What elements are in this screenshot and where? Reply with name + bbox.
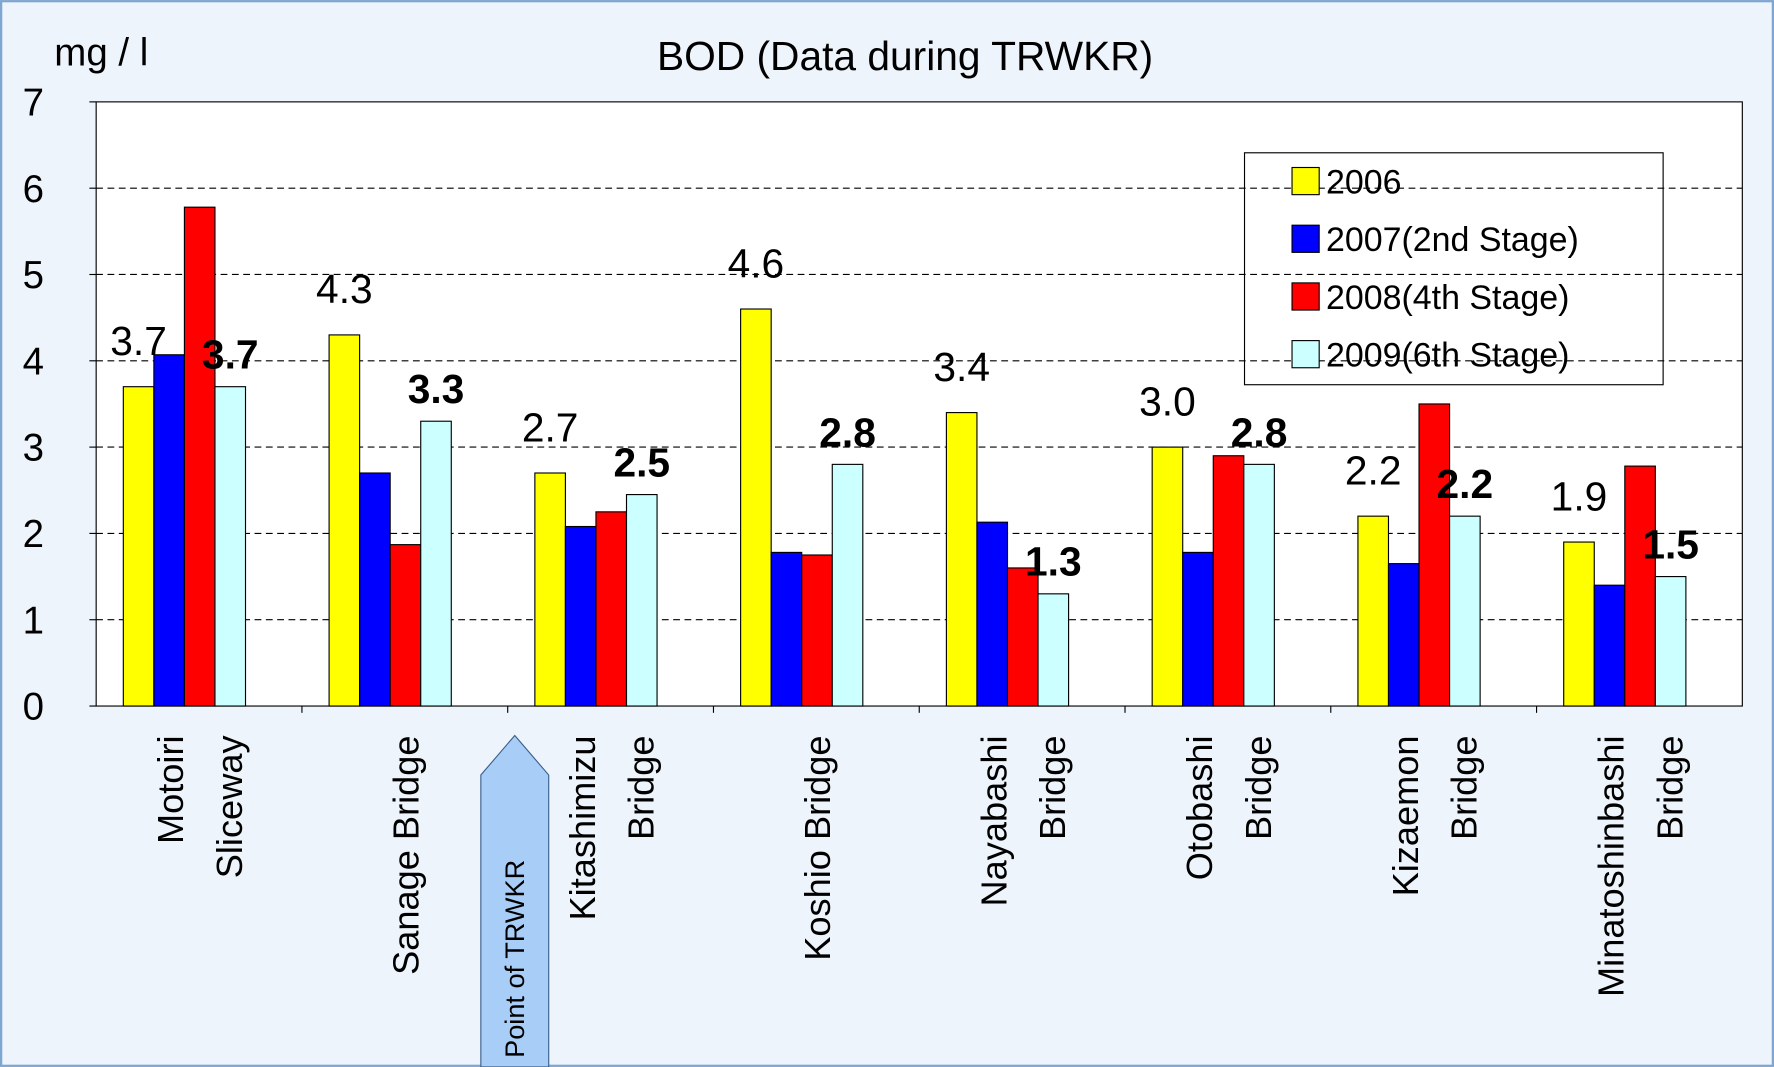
x-tick-label: Bridge xyxy=(1032,735,1073,840)
bar xyxy=(1212,455,1245,707)
x-tick-label: Kitashimizu xyxy=(562,735,603,920)
x-tick-label: Sanage Bridge xyxy=(385,735,426,974)
bar xyxy=(976,521,1009,707)
bar xyxy=(1151,446,1184,707)
data-label: 2.8 xyxy=(1231,409,1288,455)
legend-swatch xyxy=(1291,166,1320,196)
bar xyxy=(1593,584,1626,707)
data-label: 3.3 xyxy=(408,366,465,412)
annotation-arrow xyxy=(480,734,550,1067)
bar xyxy=(1006,567,1039,707)
bar xyxy=(122,386,155,707)
legend-label: 2006 xyxy=(1326,164,1402,202)
bar xyxy=(1418,403,1451,707)
bar xyxy=(1243,463,1275,707)
x-tick-label: Motoiri xyxy=(150,735,191,844)
bar xyxy=(564,525,597,707)
data-label: 2.7 xyxy=(522,404,579,450)
x-tick-label: Kizaemon xyxy=(1385,735,1426,896)
data-label: 2.8 xyxy=(819,409,876,455)
y-tick-label: 1 xyxy=(23,599,44,642)
x-tick-label: Sliceway xyxy=(209,735,250,879)
y-axis-label: mg / l xyxy=(54,32,148,75)
data-label: 2.2 xyxy=(1345,447,1402,493)
bar xyxy=(1654,576,1687,707)
chart-title: BOD (Data during TRWKR) xyxy=(657,33,1153,79)
data-label: 4.6 xyxy=(728,240,785,286)
x-tick-label: Nayabashi xyxy=(973,735,1014,906)
bar xyxy=(770,551,803,707)
bar xyxy=(1037,593,1070,707)
data-label: 4.3 xyxy=(316,266,373,312)
bar xyxy=(1449,515,1481,707)
bar xyxy=(1387,563,1420,707)
x-tick-label: Bridge xyxy=(1444,735,1485,840)
legend-swatch xyxy=(1291,282,1320,311)
x-tick-label: Bridge xyxy=(621,735,662,840)
bar xyxy=(831,463,864,707)
bar xyxy=(625,494,658,707)
data-label: 3.0 xyxy=(1139,378,1196,424)
bar xyxy=(389,544,422,707)
bar xyxy=(1624,465,1656,707)
bar xyxy=(214,386,247,707)
data-label: 1.9 xyxy=(1551,473,1608,519)
data-label: 3.7 xyxy=(202,332,259,378)
bar xyxy=(945,412,978,707)
x-tick-label: Koshio Bridge xyxy=(797,735,838,960)
legend-label: 2007(2nd Stage) xyxy=(1326,221,1579,259)
bar xyxy=(359,472,391,707)
bar xyxy=(1357,515,1390,707)
bar xyxy=(740,308,772,707)
y-tick-label: 0 xyxy=(23,686,44,729)
bar xyxy=(595,511,628,707)
data-label: 3.4 xyxy=(933,344,990,390)
legend-swatch xyxy=(1291,340,1320,369)
bar xyxy=(1563,541,1595,707)
data-label: 2.5 xyxy=(613,439,670,485)
legend-label: 2008(4th Stage) xyxy=(1326,279,1569,317)
annotation: Point of TRWKR xyxy=(499,860,530,1058)
x-tick-label: Otobashi xyxy=(1179,735,1220,880)
legend-swatch xyxy=(1291,224,1320,253)
x-tick-label: Bridge xyxy=(1649,735,1690,840)
y-tick-label: 2 xyxy=(23,513,44,556)
bar xyxy=(420,420,452,707)
x-tick-label: Bridge xyxy=(1238,735,1279,840)
bar xyxy=(328,334,361,707)
legend-label: 2009(6th Stage) xyxy=(1326,337,1569,375)
data-label: 2.2 xyxy=(1437,461,1494,507)
data-label: 1.3 xyxy=(1025,539,1082,585)
bar xyxy=(183,206,216,707)
x-tick-label: Minatoshinbashi xyxy=(1591,735,1632,997)
y-tick-label: 6 xyxy=(23,168,44,211)
y-tick-label: 5 xyxy=(23,254,44,297)
bar xyxy=(1182,551,1214,707)
bar xyxy=(153,354,185,707)
bar xyxy=(801,554,833,707)
data-label: 1.5 xyxy=(1642,521,1699,567)
bar xyxy=(534,472,566,707)
y-tick-label: 7 xyxy=(23,81,44,124)
y-tick-label: 4 xyxy=(23,340,44,383)
y-tick-label: 3 xyxy=(23,427,44,470)
